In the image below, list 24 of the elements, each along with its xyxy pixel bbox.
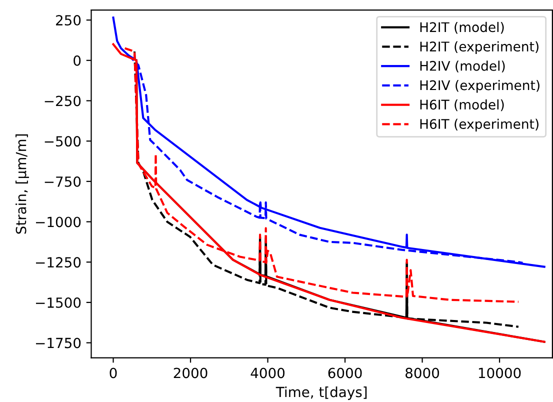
y-tick-label: −250 xyxy=(44,96,81,106)
legend-label: H2IV (experiment) xyxy=(420,80,540,93)
y-tick-label: −500 xyxy=(44,136,81,147)
legend-label: H2IV (model) xyxy=(420,60,505,72)
legend-label: H6IT (experiment) xyxy=(420,118,538,132)
y-tick-label: −1250 xyxy=(36,257,81,268)
legend-label: H6IT (model) xyxy=(420,99,504,112)
y-tick-label: −750 xyxy=(44,176,81,187)
y-tick-label: −1000 xyxy=(36,216,81,228)
x-tick-label: 10000 xyxy=(478,368,521,378)
y-axis-title: Strain, [μm/m] xyxy=(16,134,29,234)
y-tick-label: −1750 xyxy=(36,338,81,348)
y-tick-label: 250 xyxy=(56,15,81,26)
y-tick-label: 0 xyxy=(74,55,81,66)
y-tick-label: −1500 xyxy=(36,297,81,308)
x-axis-title: Time, t[days] xyxy=(276,386,367,400)
x-tick-label: 0 xyxy=(110,368,117,378)
x-tick-label: 4000 xyxy=(250,368,285,378)
legend-label: H2IT (experiment) xyxy=(420,41,538,54)
x-tick-label: 6000 xyxy=(328,368,362,378)
x-tick-label: 2000 xyxy=(174,368,208,378)
x-tick-label: 8000 xyxy=(406,368,440,378)
legend-label: H2IT (model) xyxy=(420,22,504,34)
line-series xyxy=(112,16,546,268)
